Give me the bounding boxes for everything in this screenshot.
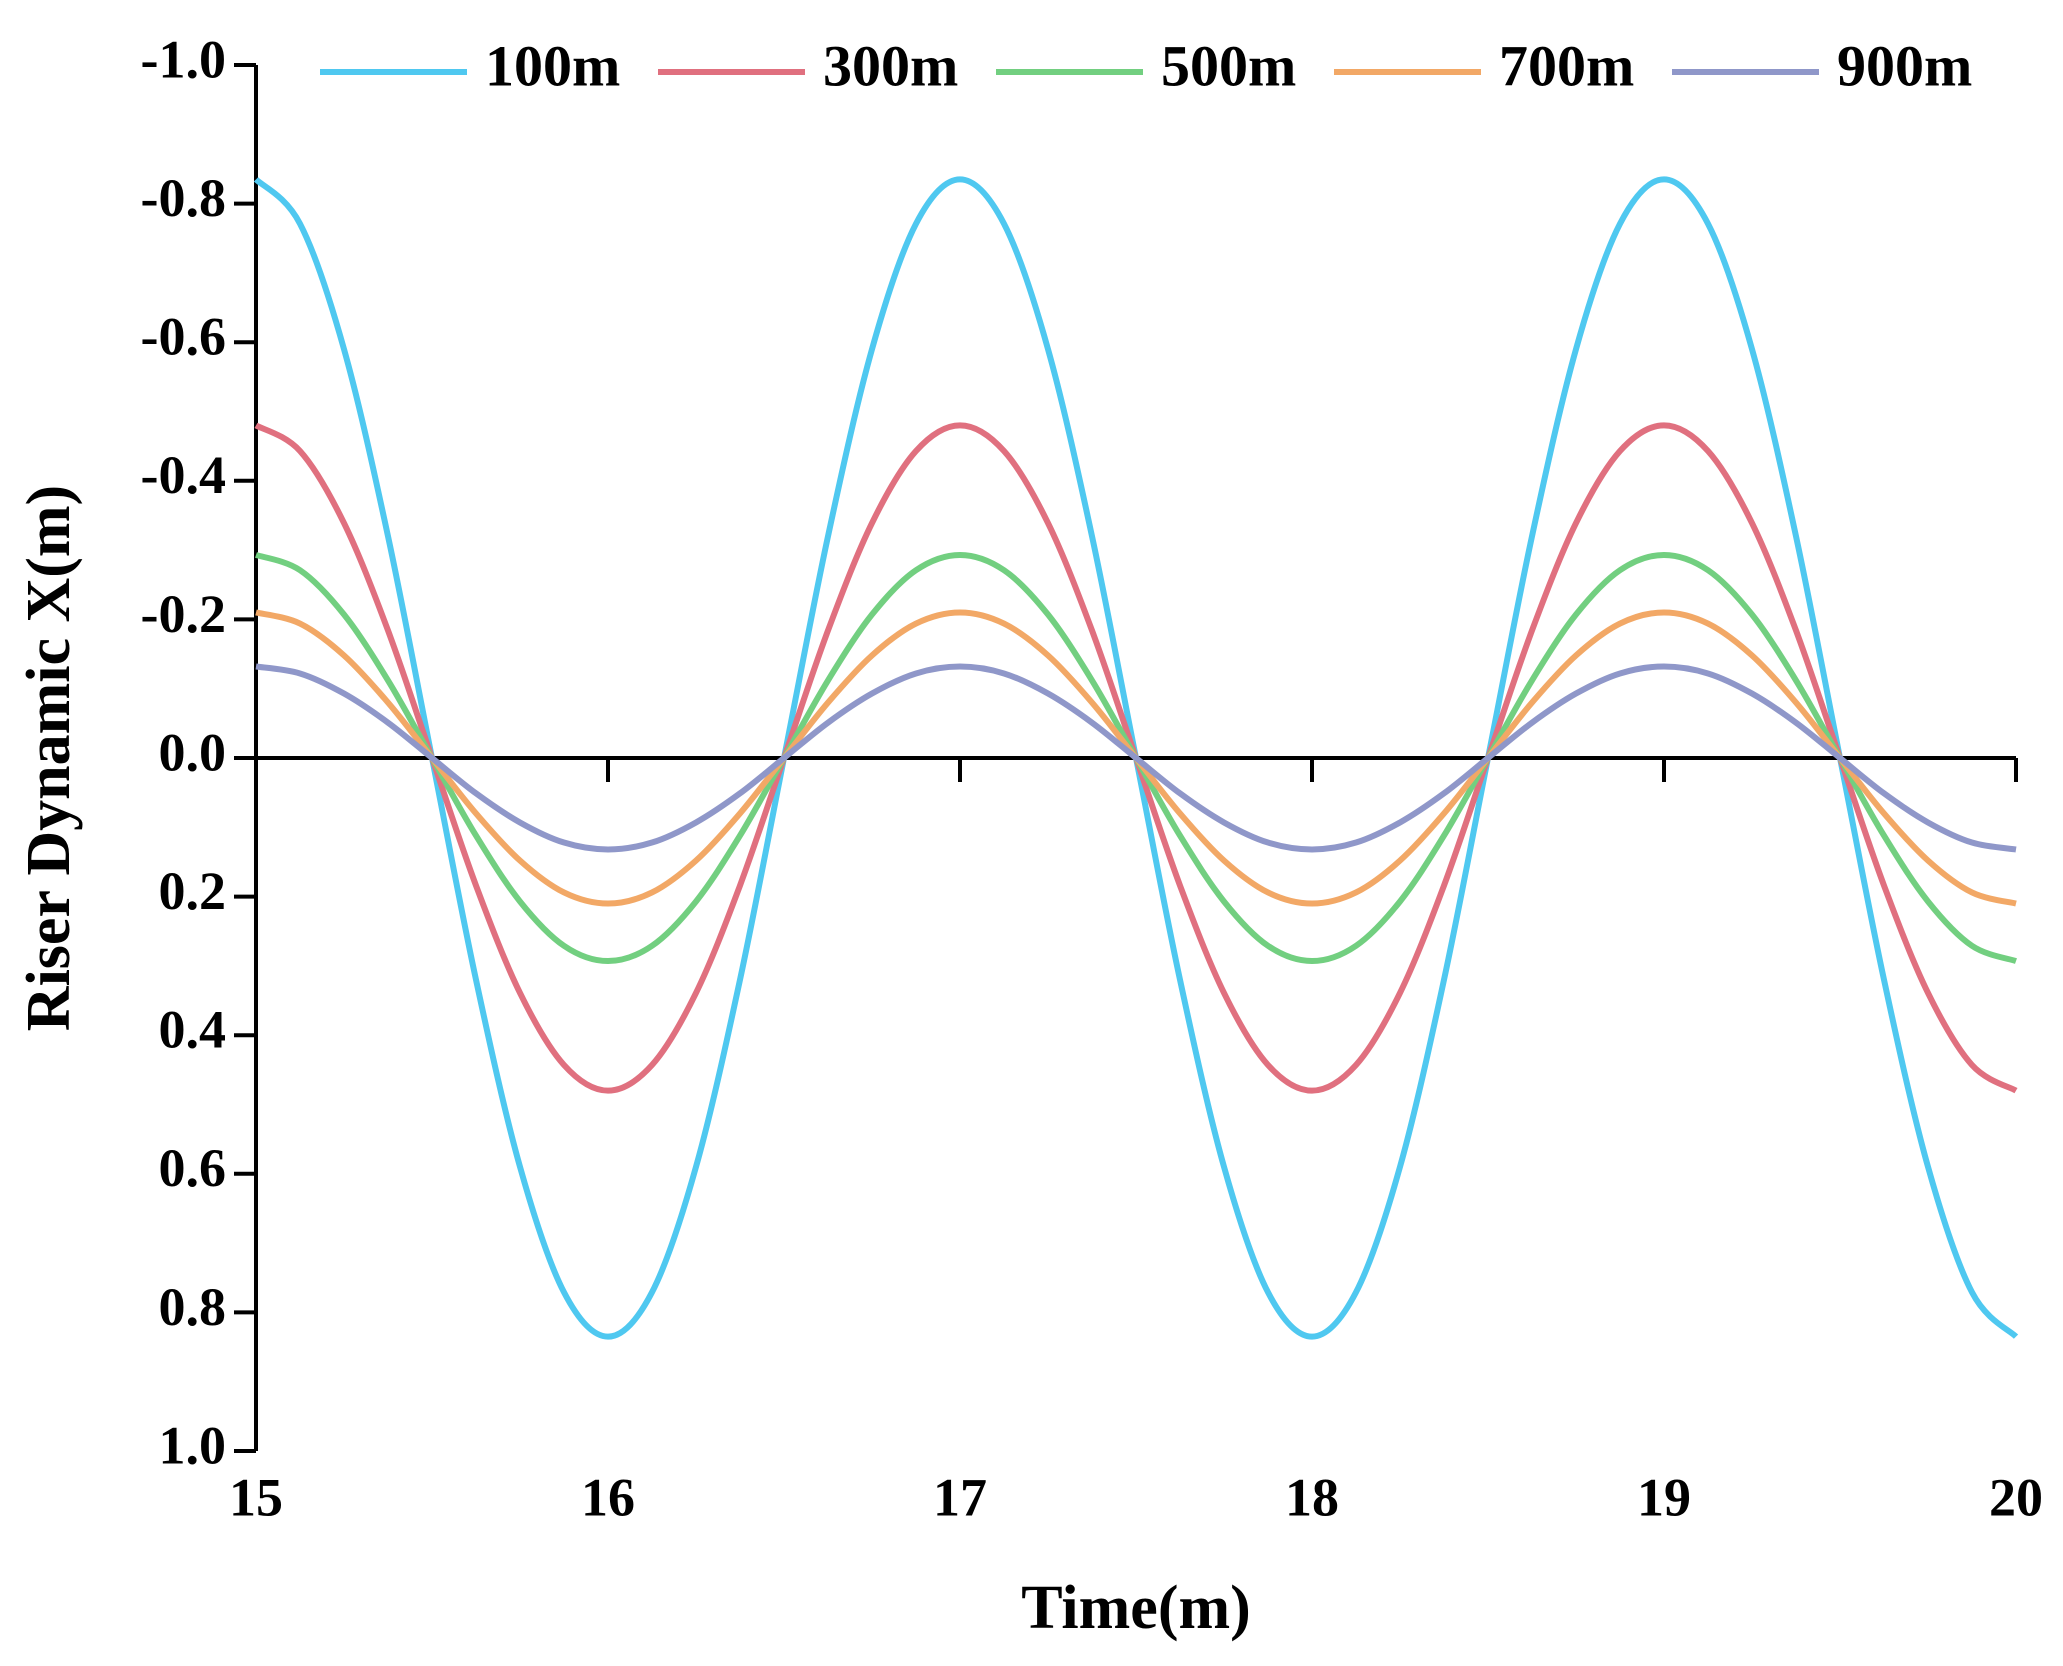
y-tick-label: 0.4 xyxy=(159,1000,227,1060)
y-tick-label: 0.8 xyxy=(159,1277,227,1337)
y-tick-label: -0.6 xyxy=(141,307,226,367)
x-tick-label: 18 xyxy=(1285,1467,1339,1527)
y-axis-title: Riser Dynamic X(m) xyxy=(15,485,83,1031)
y-tick-label: 0.2 xyxy=(159,861,227,921)
y-tick-label: -0.4 xyxy=(141,445,226,505)
x-tick-label: 20 xyxy=(1989,1467,2043,1527)
legend-label: 300m xyxy=(823,33,958,98)
y-tick-label: -0.2 xyxy=(141,584,226,644)
legend-label: 900m xyxy=(1837,33,1972,98)
legend-label: 500m xyxy=(1161,33,1296,98)
x-tick-label: 19 xyxy=(1637,1467,1691,1527)
y-tick-label: 0.6 xyxy=(159,1138,227,1198)
x-tick-label: 16 xyxy=(581,1467,635,1527)
x-axis-title: Time(m) xyxy=(1021,1574,1251,1642)
legend-label: 100m xyxy=(485,33,620,98)
legend-label: 700m xyxy=(1499,33,1634,98)
y-tick-label: 0.0 xyxy=(159,722,227,782)
y-tick-label: 1.0 xyxy=(159,1415,227,1475)
y-tick-label: -1.0 xyxy=(141,29,226,89)
y-tick-label: -0.8 xyxy=(141,168,226,228)
series-line xyxy=(255,663,2017,853)
x-tick-label: 15 xyxy=(229,1467,283,1527)
x-tick-label: 17 xyxy=(933,1467,987,1527)
